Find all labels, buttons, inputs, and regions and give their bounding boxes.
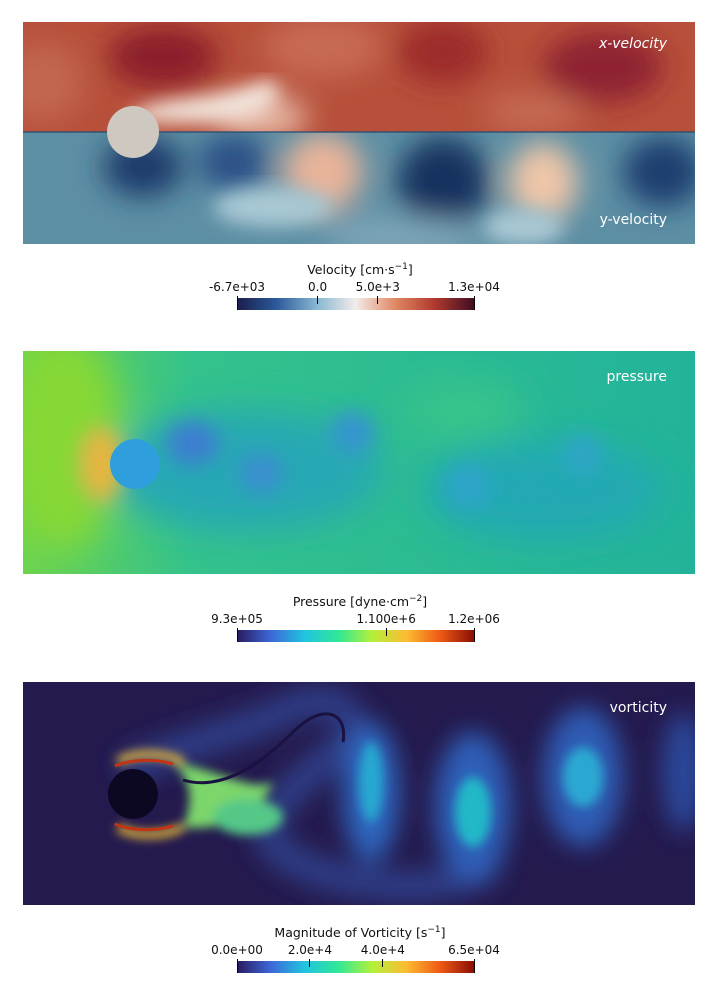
- pressure-colorbar-tick-label: 1.100e+6: [356, 612, 416, 626]
- vorticity-colorbar: Magnitude of Vorticity [s−1] 0.0e+00 2.0e…: [0, 925, 720, 985]
- velocity-colorbar-title-end: ]: [407, 262, 413, 278]
- velocity-colorbar-tick-mark: [317, 296, 319, 304]
- pressure-colorbar: Pressure [dyne·cm−2] 9.3e+05 1.100e+6 1.2e…: [0, 594, 720, 654]
- vorticity-colorbar-tick-mark: [309, 959, 311, 967]
- pressure-colorbar-title-end: ]: [422, 594, 428, 610]
- vorticity-colorbar-tick-mark: [473, 959, 475, 973]
- pressure-colorbar-title-exponent: −2: [409, 594, 423, 604]
- vorticity-colorbar-title-text: Magnitude of Vorticity [s: [274, 925, 428, 941]
- y-velocity-label: y-velocity: [599, 212, 667, 228]
- velocity-colorbar: Velocity [cm·s−1] -6.7e+03 0.0 5.0e+3 1.3e+…: [0, 262, 720, 322]
- velocity-colorbar-tick-mark: [473, 296, 475, 310]
- velocity-plot: x-velocity y-velocity: [23, 22, 695, 244]
- pressure-colorbar-title-text: Pressure [dyne·cm: [292, 594, 410, 610]
- cylinder-obstacle-pressure: [110, 439, 160, 489]
- pressure-label: pressure: [606, 369, 667, 385]
- velocity-colorbar-tick-label: -6.7e+03: [208, 280, 266, 294]
- velocity-colorbar-tick-label: 0.0: [308, 280, 328, 294]
- vorticity-colorbar-title-end: ]: [440, 925, 446, 941]
- vorticity-field-image: [23, 682, 695, 905]
- pressure-colorbar-tick-mark: [385, 628, 387, 636]
- velocity-colorbar-title-exponent: −1: [394, 262, 408, 272]
- velocity-colorbar-tick-label: 5.0e+3: [355, 280, 400, 294]
- pressure-colorbar-gradient: [237, 630, 474, 642]
- velocity-field-image: [23, 22, 695, 244]
- cylinder-obstacle: [107, 106, 159, 158]
- velocity-colorbar-gradient: [237, 298, 474, 310]
- vorticity-colorbar-tick-label: 6.5e+04: [448, 943, 500, 957]
- velocity-colorbar-title-text: Velocity [cm·s: [307, 262, 395, 278]
- vorticity-colorbar-gradient: [237, 961, 474, 973]
- velocity-colorbar-tick-label: 1.3e+04: [448, 280, 500, 294]
- vorticity-plot: vorticity: [23, 682, 695, 905]
- velocity-colorbar-title: Velocity [cm·s−1]: [0, 262, 720, 277]
- cylinder-obstacle-vorticity: [108, 769, 158, 819]
- pressure-colorbar-tick-label: 1.2e+06: [448, 612, 500, 626]
- pressure-field-image: [23, 351, 695, 574]
- pressure-colorbar-tick-mark: [236, 628, 238, 642]
- pressure-colorbar-title: Pressure [dyne·cm−2]: [0, 594, 720, 609]
- vorticity-colorbar-tick-label: 2.0e+4: [287, 943, 332, 957]
- vorticity-colorbar-title: Magnitude of Vorticity [s−1]: [0, 925, 720, 940]
- velocity-colorbar-tick-mark: [236, 296, 238, 310]
- velocity-colorbar-tick-mark: [377, 296, 379, 304]
- vorticity-label: vorticity: [609, 700, 667, 716]
- vorticity-colorbar-tick-label: 0.0e+00: [211, 943, 263, 957]
- vorticity-colorbar-tick-label: 4.0e+4: [360, 943, 405, 957]
- vorticity-colorbar-tick-mark: [236, 959, 238, 973]
- pressure-colorbar-tick-mark: [473, 628, 475, 642]
- pressure-plot: pressure: [23, 351, 695, 574]
- vorticity-colorbar-title-exponent: −1: [427, 925, 441, 935]
- x-velocity-label: x-velocity: [598, 36, 667, 52]
- pressure-colorbar-tick-label: 9.3e+05: [211, 612, 263, 626]
- vorticity-colorbar-tick-mark: [382, 959, 384, 967]
